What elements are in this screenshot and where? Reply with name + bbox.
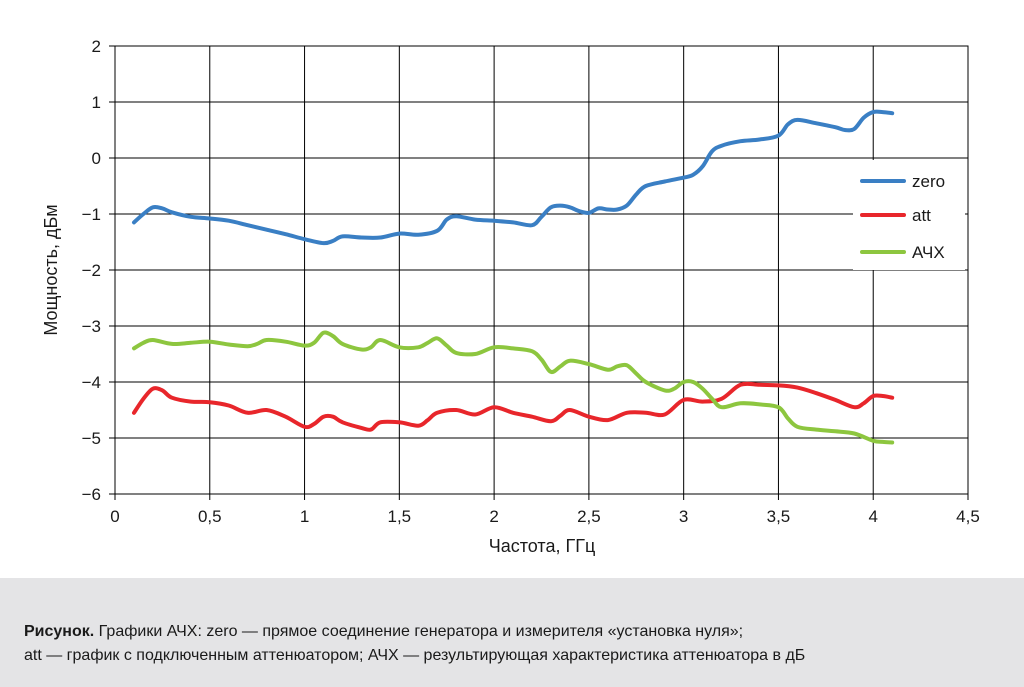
x-tick-label: 3 [679, 507, 688, 526]
x-tick-label: 1,5 [388, 507, 412, 526]
legend-label: zero [912, 172, 945, 191]
figure-caption: Рисунок. Графики АЧХ: zero — прямое соед… [0, 578, 1024, 687]
line-chart: 0 0,5 1 1,5 2 2,5 3 3,5 4 4,5 2 1 0 −1 −2 −3 −4 −5 −6 zero… [41, 37, 980, 556]
legend-label: att [912, 206, 931, 225]
series-line-2 [132, 330, 895, 445]
chart: 0 0,5 1 1,5 2 2,5 3 3,5 4 4,5 2 1 0 −1 −2 −3 −4 −5 −6 zero… [41, 37, 980, 556]
x-tick-label: 2,5 [577, 507, 601, 526]
caption-line-2: att — график с подключенным аттенюатором… [24, 647, 806, 664]
caption-line-1: Рисунок. Графики АЧХ: zero — прямое соед… [24, 620, 1000, 644]
legend: zero att АЧХ [853, 160, 965, 270]
x-tick-label: 4 [868, 507, 877, 526]
x-axis-title: Частота, ГГц [489, 536, 596, 556]
tick-labels: 0 0,5 1 1,5 2 2,5 3 3,5 4 4,5 2 1 0 −1 −2 −3 −4 −5 −6 [82, 37, 980, 526]
y-tick-label: −5 [82, 429, 101, 448]
x-tick-label: 3,5 [767, 507, 791, 526]
y-tick-label: −4 [82, 373, 101, 392]
series-line-1 [132, 381, 895, 432]
series-lines [132, 109, 895, 445]
legend-label: АЧХ [912, 243, 945, 262]
x-tick-label: 0 [110, 507, 119, 526]
x-tick-label: 0,5 [198, 507, 222, 526]
x-tick-label: 1 [300, 507, 309, 526]
series-line-0 [132, 109, 895, 246]
caption-lead: Рисунок. [24, 623, 95, 640]
y-axis-title: Мощность, дБм [41, 204, 61, 335]
y-tick-label: −1 [82, 205, 101, 224]
y-tick-label: 1 [92, 93, 101, 112]
y-tick-label: 2 [92, 37, 101, 56]
y-tick-label: −3 [82, 317, 101, 336]
x-tick-label: 4,5 [956, 507, 980, 526]
x-tick-label: 2 [489, 507, 498, 526]
y-tick-label: −6 [82, 485, 101, 504]
y-tick-label: 0 [92, 149, 101, 168]
caption-text-1: Графики АЧХ: zero — прямое соединение ге… [94, 623, 744, 640]
y-tick-label: −2 [82, 261, 101, 280]
grid [109, 45, 969, 500]
